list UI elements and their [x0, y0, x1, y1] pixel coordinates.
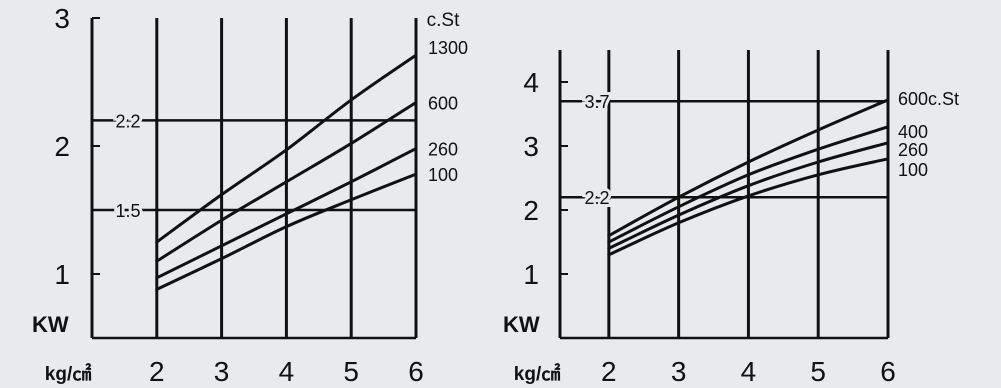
chart-2-reference-label: 2.2: [584, 188, 609, 208]
chart-1-series-label: 600: [428, 93, 458, 113]
chart-2-y-axis-label: KW: [503, 312, 540, 337]
chart-2-y-tick-label: 2: [523, 195, 539, 226]
chart-2-x-tick-label: 3: [671, 356, 687, 387]
chart-2-y-tick-label: 4: [523, 67, 539, 98]
chart-1-series-line-1: [155, 53, 418, 244]
chart-2-series-label: 260: [898, 140, 928, 160]
chart-1-series-label: 100: [428, 165, 458, 185]
chart-2-reference-label: 3.7: [584, 92, 609, 112]
chart-left: 1 2 3 2 3 4 5 6 kg/㎠ KW 2.2 1.5 1300 600 260 100 c.St: [32, 3, 468, 387]
chart-2-y-tick-label: 1: [523, 259, 539, 290]
chart-2-x-tick-label: 4: [741, 356, 757, 387]
chart-1-x-tick-label: 6: [408, 356, 424, 387]
chart-2-series-line-2: [607, 125, 890, 244]
chart-1-x-axis-label: kg/㎠: [45, 362, 91, 385]
chart-2-series-label: 400: [898, 122, 928, 142]
chart-2-series-line-4: [607, 157, 890, 257]
chart-2-series-line-1: [607, 98, 890, 238]
chart-1-series-line-2: [155, 100, 418, 263]
chart-1-reference-label: 2.2: [115, 111, 140, 131]
chart-2-x-tick-label: 5: [810, 356, 826, 387]
chart-2-series-label: 600c.St: [898, 89, 959, 109]
chart-1-y-tick-label: 1: [54, 259, 70, 290]
chart-2-x-axis-label: kg/㎠: [514, 362, 560, 385]
chart-1-x-tick-label: 3: [214, 356, 230, 387]
chart-1-y-tick-label: 2: [54, 131, 70, 162]
chart-2-y-tick-label: 3: [523, 131, 539, 162]
chart-1-y-tick-label: 3: [54, 3, 70, 34]
chart-1-series-line-4: [155, 172, 418, 291]
chart-2-series-line-3: [607, 141, 890, 250]
chart-1-series-label: 260: [428, 140, 458, 160]
chart-1-unit-label: c.St: [427, 10, 460, 31]
chart-2-series-label: 100: [898, 160, 928, 180]
chart-1-x-tick-label: 2: [149, 356, 165, 387]
chart-2-x-tick-label: 2: [601, 356, 617, 387]
chart-1-series-line-3: [155, 147, 418, 280]
chart-1-x-tick-label: 5: [343, 356, 359, 387]
chart-2-x-tick-label: 6: [880, 356, 896, 387]
chart-1-series-label: 1300: [428, 38, 468, 58]
chart-1-reference-label: 1.5: [115, 201, 140, 221]
chart-1-y-axis-label: KW: [32, 312, 69, 337]
chart-1-x-tick-label: 4: [279, 356, 295, 387]
